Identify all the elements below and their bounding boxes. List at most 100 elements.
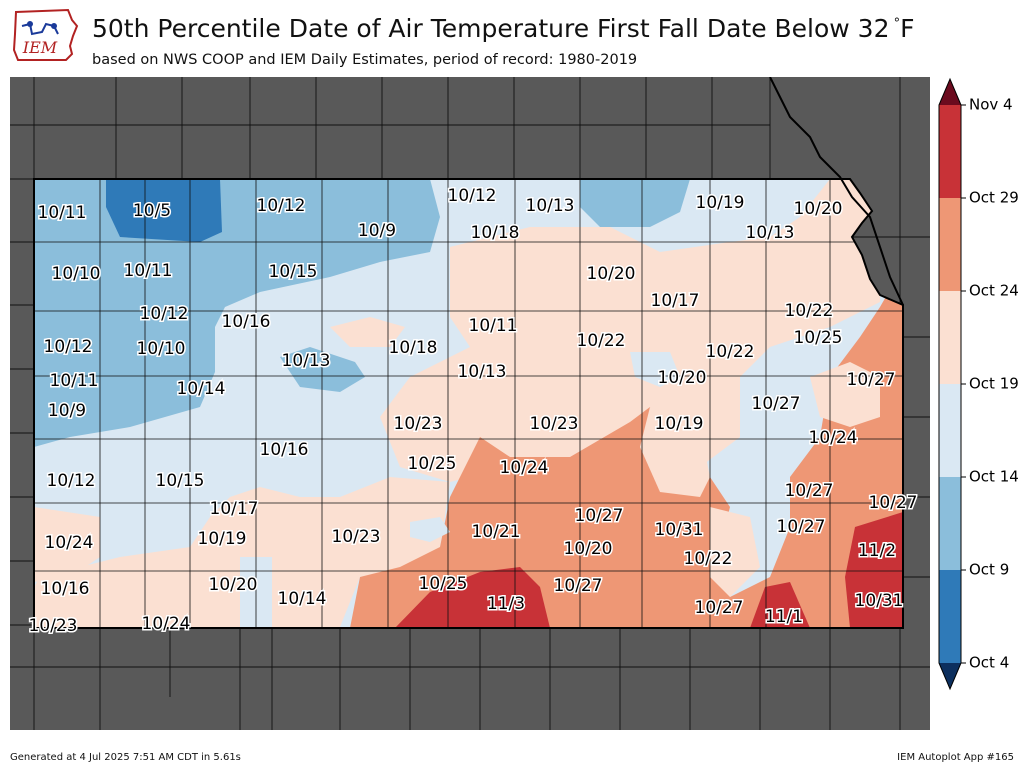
date-label: 10/27	[777, 517, 826, 537]
date-label: 10/11	[469, 316, 518, 336]
date-label: 10/22	[577, 331, 626, 351]
date-label: 10/31	[855, 591, 904, 611]
date-label: 10/15	[156, 471, 205, 491]
color-legend-bands	[938, 77, 962, 691]
legend-tick-label: Oct 29	[969, 189, 1019, 207]
date-label: 10/27	[575, 506, 624, 526]
date-label: 11/2	[858, 541, 896, 561]
date-label: 10/23	[332, 527, 381, 547]
color-legend-ticks: Nov 4 Oct 29 Oct 24 Oct 19 Oct 14 Oct 9 Oct 4	[961, 96, 1019, 672]
legend-over-arrow	[939, 79, 961, 105]
date-label: 10/18	[471, 223, 520, 243]
date-label: 10/11	[124, 261, 173, 281]
legend-band	[939, 570, 961, 663]
date-label: 10/19	[655, 414, 704, 434]
date-label: 10/22	[684, 549, 733, 569]
band-oct19-24	[330, 317, 405, 347]
band-oct19-24	[710, 507, 760, 597]
date-label: 10/23	[394, 414, 443, 434]
legend-tick-label: Oct 14	[969, 468, 1019, 486]
date-label: 10/31	[655, 520, 704, 540]
band-oct19-24	[640, 407, 710, 497]
date-label: 10/24	[45, 533, 94, 553]
logo-text: IEM	[22, 38, 58, 57]
date-label: 10/16	[41, 579, 90, 599]
date-label: 10/22	[706, 342, 755, 362]
legend-tick-label: Oct 9	[969, 561, 1009, 579]
legend-band	[939, 105, 961, 198]
date-label: 10/25	[408, 454, 457, 474]
date-label: 10/5	[133, 201, 171, 221]
chart-subtitle: based on NWS COOP and IEM Daily Estimate…	[92, 52, 638, 68]
legend-band	[939, 291, 961, 384]
legend-under-arrow	[939, 663, 961, 689]
logo-dot-icon	[27, 21, 33, 27]
date-label: 10/23	[29, 616, 78, 636]
title-unit: F	[900, 14, 915, 43]
date-label: 10/13	[458, 362, 507, 382]
county-lines	[34, 179, 903, 628]
date-label: 10/17	[651, 291, 700, 311]
date-label: 10/22	[785, 301, 834, 321]
date-label: 10/17	[210, 499, 259, 519]
logo-dot-icon	[51, 23, 57, 29]
date-label: 10/11	[50, 371, 99, 391]
footer-app: IEM Autoplot App #165	[897, 752, 1014, 763]
date-label: 10/25	[794, 328, 843, 348]
band-oct9-14	[34, 179, 440, 447]
date-label: 10/12	[44, 337, 93, 357]
chart-title: 50th Percentile Date of Air Temperature …	[92, 14, 915, 43]
date-label: 10/19	[198, 529, 247, 549]
date-label: 10/12	[140, 304, 189, 324]
band-oct9-14	[580, 179, 690, 227]
band-oct29-nov4	[395, 567, 550, 628]
band-oct29-nov4	[750, 582, 810, 628]
date-label: 10/9	[358, 221, 396, 241]
band-oct24-29	[350, 267, 903, 628]
date-label: 10/10	[52, 264, 101, 284]
date-label: 10/27	[847, 370, 896, 390]
date-label: 10/16	[222, 312, 271, 332]
date-label: 10/19	[696, 193, 745, 213]
date-label: 10/20	[564, 539, 613, 559]
date-label: 10/21	[472, 522, 521, 542]
band-oct14-19	[630, 352, 680, 387]
date-label: 10/12	[47, 471, 96, 491]
date-label: 10/11	[38, 203, 87, 223]
date-label: 10/10	[137, 339, 186, 359]
band-oct4-9	[106, 179, 222, 242]
date-label: 10/13	[746, 223, 795, 243]
date-label: 10/13	[526, 196, 575, 216]
legend-tick-label: Oct 4	[969, 654, 1009, 672]
date-label: 10/16	[260, 440, 309, 460]
date-label: 10/27	[554, 576, 603, 596]
date-labels: 10/11 10/5 10/12 10/12 10/13 10/19 10/2010/910…	[27, 185, 919, 638]
date-label: 10/12	[257, 196, 306, 216]
temperature-contours	[34, 179, 903, 628]
legend-tick-label: Nov 4	[969, 96, 1013, 114]
color-legend: Nov 4 Oct 29 Oct 24 Oct 19 Oct 14 Oct 9 Oct 4	[938, 77, 1019, 691]
legend-band	[939, 198, 961, 291]
date-label: 10/23	[530, 414, 579, 434]
date-label: 10/20	[209, 575, 258, 595]
date-label: 10/24	[500, 458, 549, 478]
date-label: 10/15	[269, 262, 318, 282]
date-label: 10/20	[794, 199, 843, 219]
band-oct14-19	[410, 517, 450, 542]
band-oct19-24	[34, 507, 100, 582]
date-label: 10/20	[587, 264, 636, 284]
footer-generated: Generated at 4 Jul 2025 7:51 AM CDT in 5…	[10, 752, 241, 763]
date-label: 10/25	[419, 574, 468, 594]
date-label: 11/1	[765, 607, 803, 627]
band-oct19-24	[34, 477, 450, 628]
date-label: 10/27	[752, 394, 801, 414]
date-label: 10/27	[695, 598, 744, 618]
date-label: 10/24	[142, 614, 191, 634]
date-label: 10/9	[48, 401, 86, 421]
legend-tick-label: Oct 24	[969, 282, 1019, 300]
date-label: 10/20	[658, 368, 707, 388]
band-oct19-24	[810, 362, 880, 427]
kansas-border	[33, 178, 904, 629]
title-text: 50th Percentile Date of Air Temperature …	[92, 14, 890, 43]
band-oct9-14	[280, 347, 365, 392]
